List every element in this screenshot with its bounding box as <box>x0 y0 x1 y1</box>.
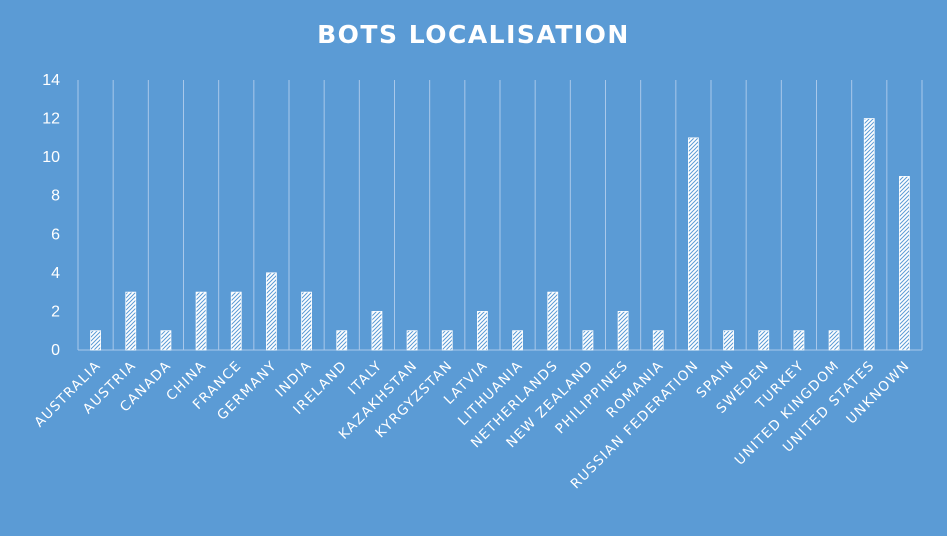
bar <box>125 291 137 351</box>
bar <box>547 291 559 351</box>
y-tick-label: 12 <box>42 111 60 128</box>
bar <box>828 330 840 351</box>
bar <box>90 330 101 351</box>
bars <box>90 118 910 351</box>
chart-title: BOTS LOCALISATION <box>317 20 630 49</box>
bar <box>512 330 523 351</box>
y-axis-ticks: 0 2 4 6 8 10 12 14 <box>42 72 60 359</box>
bar <box>441 330 453 351</box>
bar <box>406 330 418 351</box>
y-tick-label: 10 <box>42 149 60 166</box>
bar <box>477 311 488 351</box>
bar <box>723 330 734 351</box>
bar <box>195 291 207 351</box>
bar <box>230 291 242 351</box>
bar <box>899 176 910 351</box>
bar <box>863 118 875 351</box>
bar <box>160 330 172 351</box>
x-axis-labels: AUSTRALIAAUSTRIACANADACHINAFRANCEGERMANY… <box>31 358 913 493</box>
bar <box>688 137 699 351</box>
bar <box>301 291 312 351</box>
bar <box>266 272 277 351</box>
y-tick-label: 8 <box>51 188 60 205</box>
bar <box>617 311 629 351</box>
bar <box>758 330 770 351</box>
y-tick-label: 4 <box>51 265 60 282</box>
bar <box>793 330 805 351</box>
bar <box>582 330 594 351</box>
y-tick-label: 14 <box>42 72 60 89</box>
bar <box>336 330 348 351</box>
y-tick-label: 0 <box>51 342 60 359</box>
grid-lines <box>77 80 923 351</box>
bar <box>371 311 383 351</box>
bar <box>652 330 664 351</box>
y-tick-label: 2 <box>51 303 60 320</box>
y-tick-label: 6 <box>51 226 60 243</box>
